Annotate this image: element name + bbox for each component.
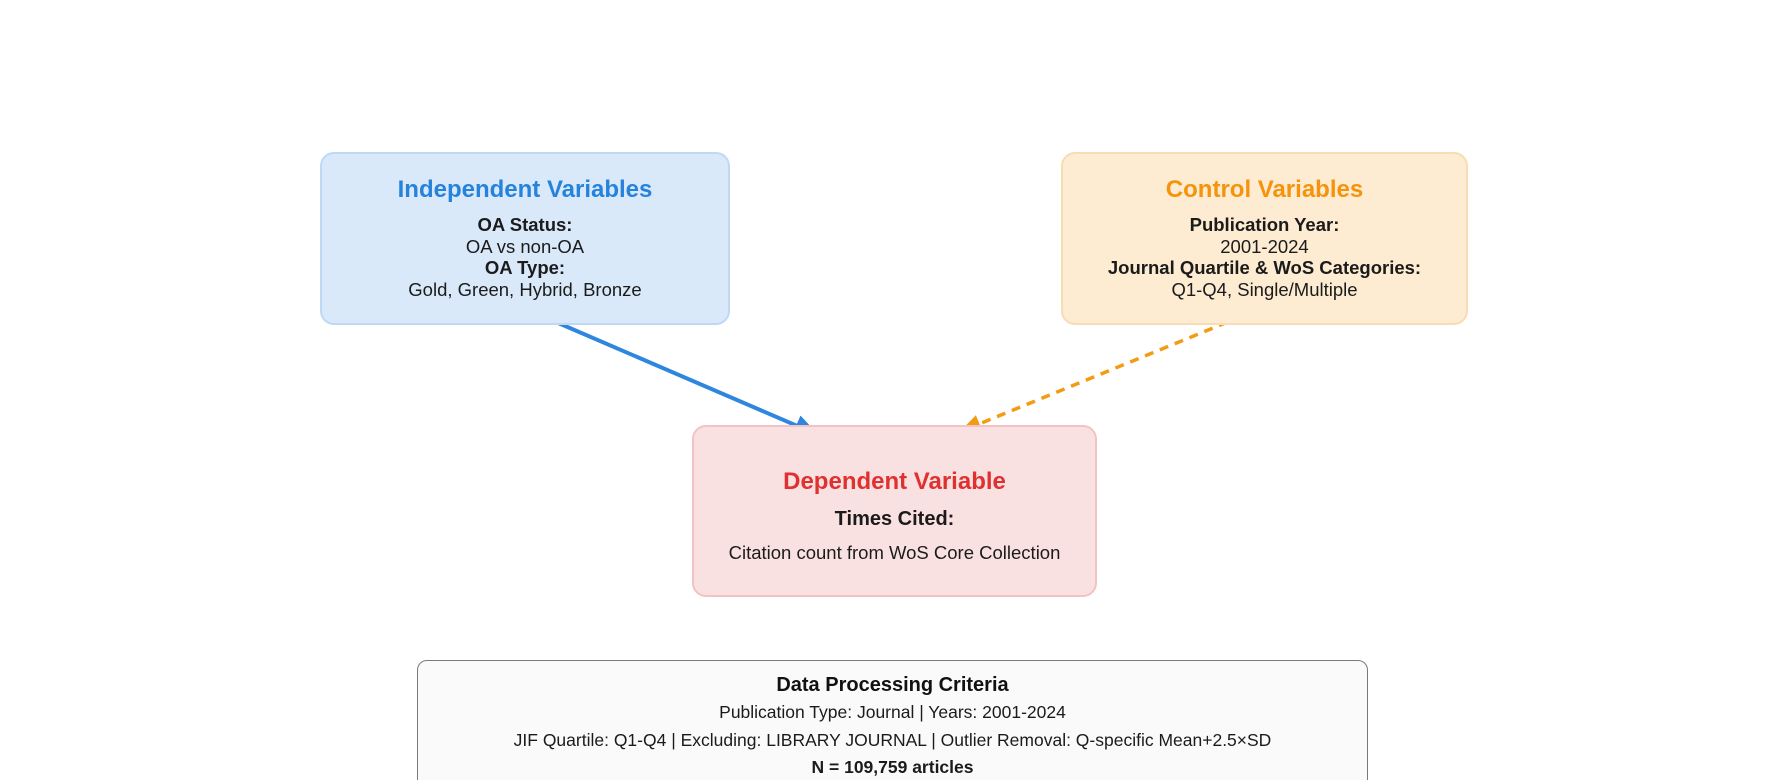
criteria-title: Data Processing Criteria <box>776 674 1009 696</box>
control-variables-title: Control Variables <box>1165 176 1364 203</box>
publication-year-value: 2001-2024 <box>1220 235 1309 257</box>
control-to-dependent-arrow <box>959 308 1258 433</box>
criteria-filters-line: JIF Quartile: Q1-Q4 | Excluding: LIBRARY… <box>513 729 1272 750</box>
dependent-variable-title: Dependent Variable <box>783 468 1006 495</box>
data-processing-criteria-box: Data Processing Criteria Publication Typ… <box>417 660 1368 780</box>
oa-status-label: OA Status: <box>477 214 573 235</box>
independent-to-dependent-arrow <box>526 308 819 436</box>
journal-quartile-label: Journal Quartile & WoS Categories: <box>1107 257 1422 278</box>
control-variables-body: Publication Year: 2001-2024 Journal Quar… <box>1063 214 1466 300</box>
journal-quartile-value: Q1-Q4, Single/Multiple <box>1171 278 1358 300</box>
publication-year-label: Publication Year: <box>1189 214 1340 235</box>
independent-variables-title: Independent Variables <box>397 176 653 203</box>
oa-type-value: Gold, Green, Hybrid, Bronze <box>408 278 642 300</box>
independent-variables-body: OA Status: OA vs non-OA OA Type: Gold, G… <box>322 214 728 300</box>
times-cited-description: Citation count from WoS Core Collection <box>728 542 1061 563</box>
oa-status-value: OA vs non-OA <box>465 235 585 257</box>
criteria-publication-type-line: Publication Type: Journal | Years: 2001-… <box>719 702 1066 722</box>
criteria-sample-size-line: N = 109,759 articles <box>811 757 974 777</box>
times-cited-label: Times Cited: <box>834 508 955 530</box>
oa-type-label: OA Type: <box>484 257 566 278</box>
independent-variables-box: Independent Variables OA Status: OA vs n… <box>320 152 730 325</box>
dependent-variable-box: Dependent Variable Times Cited: Citation… <box>692 425 1097 597</box>
control-variables-box: Control Variables Publication Year: 2001… <box>1061 152 1468 325</box>
